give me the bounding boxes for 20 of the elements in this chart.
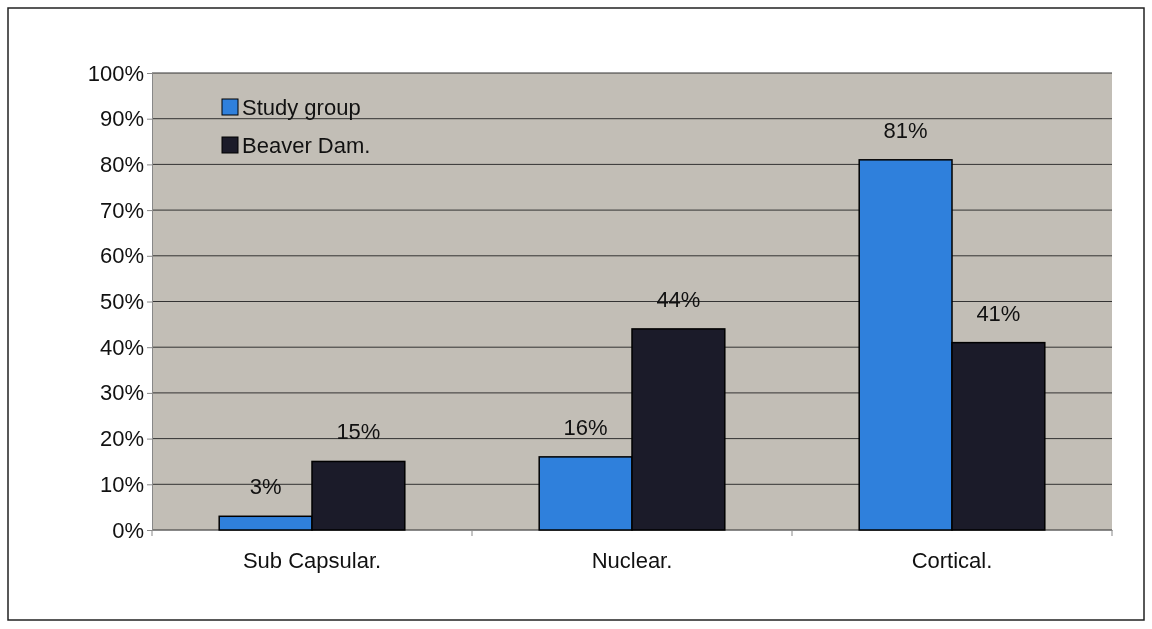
text: 81%	[883, 117, 928, 143]
y-tick-label: 0%	[112, 517, 144, 543]
x-tick-label: Nuclear.	[591, 548, 673, 574]
y-tick-label: 90%	[99, 106, 144, 132]
text: 41%	[976, 300, 1021, 326]
y-tick-label: 100%	[87, 60, 144, 86]
text: 15%	[336, 419, 381, 445]
y-tick-label: 60%	[99, 243, 144, 269]
y-tick-label: 20%	[99, 426, 144, 452]
y-tick-label: 70%	[99, 197, 144, 223]
y-tick-label: 30%	[99, 380, 144, 406]
y-tick-label: 80%	[99, 151, 144, 177]
legend-label: Beaver Dam.	[242, 133, 371, 158]
x-tick-label: Sub Capsular.	[242, 548, 382, 574]
text: 16%	[563, 414, 608, 440]
y-tick-label: 10%	[99, 471, 144, 497]
x-tick-label: Cortical.	[911, 548, 993, 574]
y-tick-label: 50%	[99, 289, 144, 315]
y-tick-label: 40%	[99, 334, 144, 360]
legend-label: Study group	[242, 95, 361, 120]
